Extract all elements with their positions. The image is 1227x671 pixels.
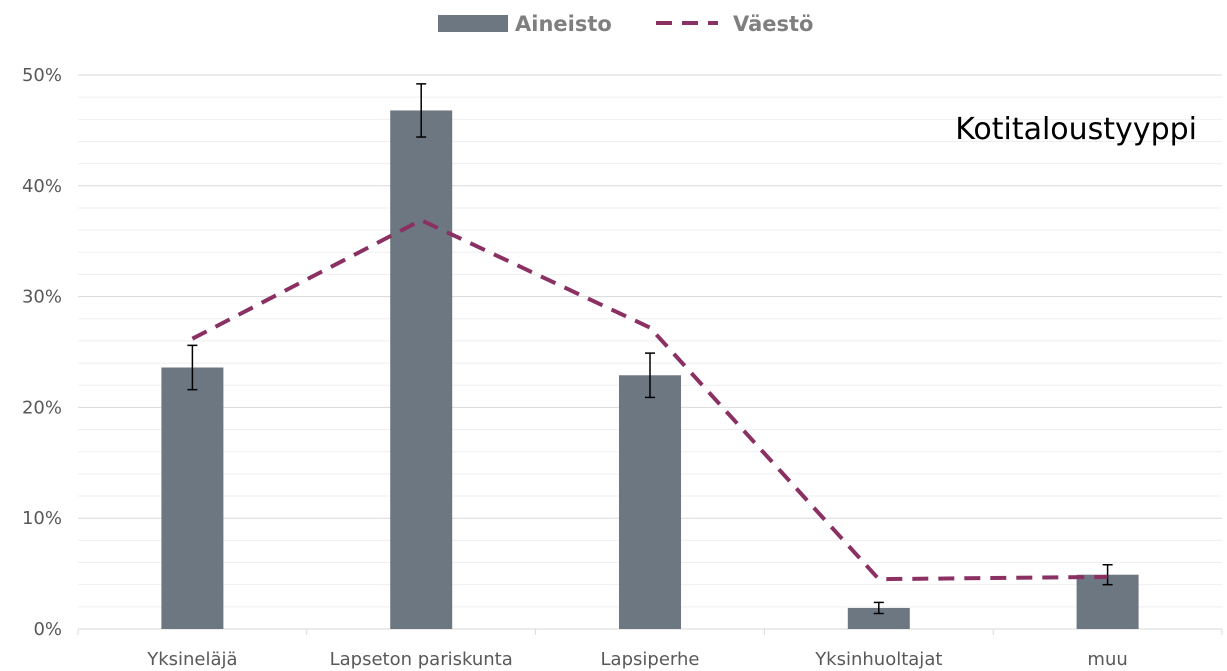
x-axis [77,628,1223,635]
gridlines [78,74,1222,608]
y-tick-label: 20% [22,397,62,418]
legend-swatch-aineisto [438,15,508,32]
x-category-label: Lapseton pariskunta [330,649,513,670]
y-axis-tick-labels: 0% 10% 20% 30% 40% 50% [22,65,62,640]
chart-title: Kotitaloustyyppi [955,112,1197,147]
x-category-label: Yksinhuoltajat [814,649,942,670]
legend: Aineisto Väestö [438,12,813,36]
x-axis-category-labels: Yksineläjä Lapseton pariskunta Lapsiperhe Y… [146,649,1128,670]
y-tick-label: 0% [33,619,62,640]
y-tick-label: 10% [22,508,62,529]
y-tick-label: 30% [22,287,62,308]
line-vaesto [191,218,1108,582]
legend-label-vaesto: Väestö [733,12,813,36]
bar-series [161,110,1139,630]
bar [161,367,224,629]
x-category-label: Lapsiperhe [601,649,700,670]
y-tick-label: 50% [22,65,62,86]
x-category-label: Yksineläjä [146,649,237,670]
x-category-label: muu [1087,649,1127,670]
legend-label-aineisto: Aineisto [515,12,612,36]
line-series [191,218,1108,582]
bar [847,607,910,629]
y-tick-label: 40% [22,176,62,197]
error-bars [187,83,1113,615]
bar [619,375,681,629]
bar [390,110,453,630]
